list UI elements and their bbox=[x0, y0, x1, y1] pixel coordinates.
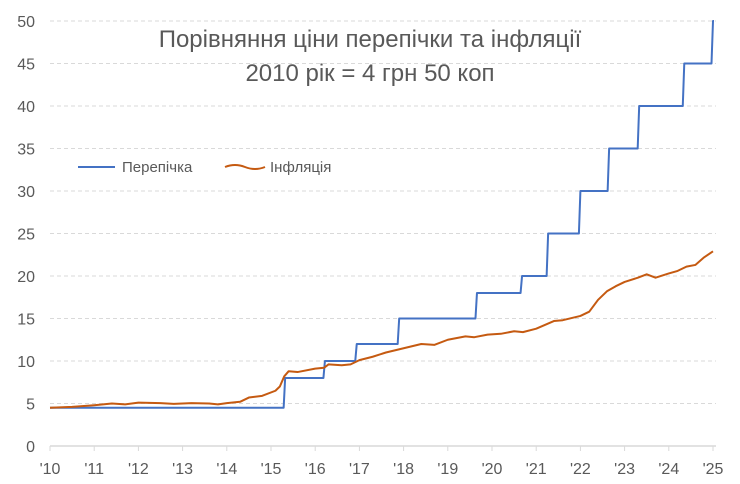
x-tick-label: '14 bbox=[216, 461, 237, 478]
legend-label-perepichka: Перепічка bbox=[122, 159, 193, 176]
y-tick-label: 15 bbox=[17, 312, 35, 329]
x-tick-label: '11 bbox=[84, 461, 104, 478]
y-tick-label: 35 bbox=[17, 142, 35, 159]
x-tick-label: '16 bbox=[305, 461, 326, 478]
y-tick-label: 20 bbox=[17, 269, 35, 286]
y-tick-label: 5 bbox=[26, 397, 35, 414]
y-tick-label: 10 bbox=[17, 354, 35, 371]
legend-label-inflation: Інфляція bbox=[270, 159, 331, 176]
x-tick-label: '10 bbox=[40, 461, 61, 478]
x-tick-label: '17 bbox=[349, 461, 370, 478]
x-tick-label: '24 bbox=[658, 461, 679, 478]
y-tick-label: 45 bbox=[17, 57, 35, 74]
chart-title-line-1: Порівняння ціни перепічки та інфляції bbox=[159, 26, 582, 53]
gridlines bbox=[50, 20, 716, 404]
x-tick-label: '22 bbox=[570, 461, 591, 478]
legend: Перепічка Інфляція bbox=[78, 159, 331, 176]
legend-swatch-inflation bbox=[224, 164, 266, 170]
y-tick-label: 50 bbox=[17, 14, 35, 31]
series-line-inflation bbox=[49, 250, 714, 409]
x-tick-label: '12 bbox=[128, 461, 149, 478]
x-tick-label: '23 bbox=[614, 461, 635, 478]
x-tick-label: '13 bbox=[172, 461, 193, 478]
y-tick-label: 0 bbox=[26, 439, 35, 456]
x-tick-label: '15 bbox=[261, 461, 282, 478]
y-axis: 0 5 10 15 20 25 30 35 40 45 50 bbox=[17, 14, 35, 456]
x-tick-label: '21 bbox=[526, 461, 547, 478]
chart-title-line-2: 2010 рік = 4 грн 50 коп bbox=[245, 60, 494, 87]
series-lines bbox=[49, 20, 714, 409]
y-tick-label: 25 bbox=[17, 227, 35, 244]
x-axis: '10 '11 '12 '13 '14 '15 '16 '17 '18 '19 '20 '21 '22 '… bbox=[40, 445, 724, 478]
x-tick-label: '25 bbox=[703, 461, 724, 478]
x-tick-label: '19 bbox=[437, 461, 458, 478]
x-tick-label: '18 bbox=[393, 461, 414, 478]
y-tick-label: 40 bbox=[17, 99, 35, 116]
series-line-perepichka bbox=[50, 20, 714, 409]
y-tick-label: 30 bbox=[17, 184, 35, 201]
x-tick-label: '20 bbox=[482, 461, 503, 478]
